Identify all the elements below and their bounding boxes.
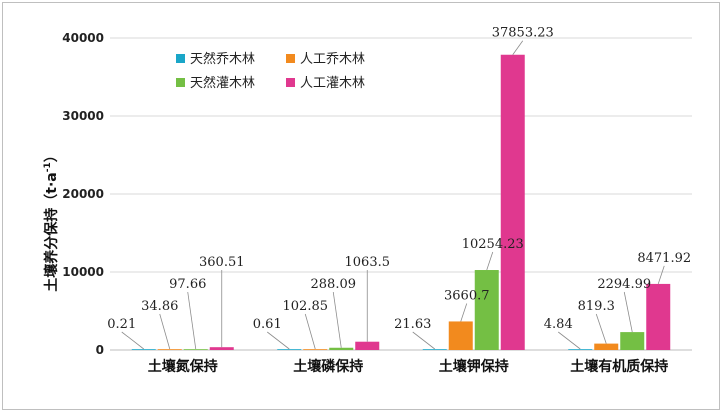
bar — [329, 347, 354, 350]
bar — [568, 349, 593, 350]
label-leader — [512, 40, 524, 55]
label-leader — [304, 313, 316, 350]
data-label: 1063.5 — [345, 255, 391, 270]
label-leader — [486, 251, 494, 271]
y-tick-label: 0 — [96, 343, 104, 357]
data-label: 102.85 — [283, 299, 329, 314]
y-axis-title: 土壤养分保持（t·a-1） — [43, 148, 60, 291]
label-leader — [460, 303, 468, 322]
data-label: 4.84 — [544, 317, 573, 332]
data-label: 2294.99 — [597, 277, 651, 292]
bar — [500, 54, 525, 350]
bar — [209, 347, 234, 350]
label-leader — [332, 291, 342, 348]
legend-entry: 人工灌木林 — [300, 76, 365, 91]
chart-frame — [2, 2, 720, 410]
data-label: 37853.23 — [492, 26, 554, 41]
data-label: 21.63 — [394, 317, 431, 332]
legend-entry: 人工乔木林 — [300, 52, 365, 67]
y-axis-unit: （t·a — [44, 172, 60, 207]
x-category-label: 土壤磷保持 — [293, 358, 363, 375]
data-label: 34.86 — [141, 299, 178, 314]
legend-swatch — [176, 54, 185, 63]
y-axis-unit-sup: -1 — [43, 162, 53, 172]
data-label: 360.51 — [199, 255, 245, 270]
label-leader — [558, 331, 581, 350]
bar — [448, 321, 473, 350]
bar — [594, 343, 619, 350]
bar — [355, 341, 380, 350]
bar — [620, 332, 645, 350]
bar — [422, 349, 447, 350]
legend-swatch — [176, 78, 185, 87]
label-leader — [121, 331, 144, 350]
data-label: 97.66 — [169, 277, 206, 292]
bar — [131, 349, 156, 350]
y-tick-label: 40000 — [62, 31, 104, 45]
data-label: 8471.92 — [637, 251, 691, 266]
y-axis-unit-end: ） — [44, 148, 60, 162]
label-leader — [623, 291, 633, 333]
legend-swatch — [286, 54, 295, 63]
x-category-label: 土壤有机质保持 — [570, 358, 668, 375]
legend-entry: 天然灌木林 — [190, 75, 255, 91]
label-leader — [267, 331, 290, 350]
bar — [474, 270, 499, 350]
label-leader — [657, 265, 665, 285]
label-leader — [159, 313, 171, 350]
data-label: 288.09 — [311, 277, 357, 292]
data-label: 0.61 — [253, 317, 282, 332]
data-label: 819.3 — [578, 299, 615, 314]
label-leader — [412, 331, 435, 350]
bar — [303, 349, 328, 350]
data-label: 0.21 — [107, 317, 136, 332]
legend-swatch — [286, 78, 295, 87]
y-axis-label: 土壤养分保持 — [43, 208, 60, 292]
bar — [277, 349, 302, 350]
bar — [646, 283, 671, 350]
x-category-label: 土壤氮保持 — [148, 358, 218, 375]
label-leader — [187, 291, 197, 350]
y-tick-label: 20000 — [62, 187, 104, 201]
bar — [183, 349, 208, 350]
x-category-label: 土壤钾保持 — [439, 358, 509, 375]
legend-entry: 天然乔木林 — [190, 51, 255, 67]
label-leaders — [121, 40, 665, 350]
y-tick-label: 30000 — [62, 109, 104, 123]
y-tick-label: 10000 — [62, 265, 104, 279]
label-leader — [595, 313, 607, 344]
y-axis-ticks: 0 10000 20000 30000 40000 — [62, 31, 104, 357]
bar — [157, 349, 182, 350]
x-axis-categories: 土壤氮保持 土壤磷保持 土壤钾保持 土壤有机质保持 — [148, 358, 669, 375]
data-label: 10254.23 — [462, 237, 524, 252]
bars — [131, 54, 671, 350]
data-label: 3660.7 — [444, 288, 490, 303]
